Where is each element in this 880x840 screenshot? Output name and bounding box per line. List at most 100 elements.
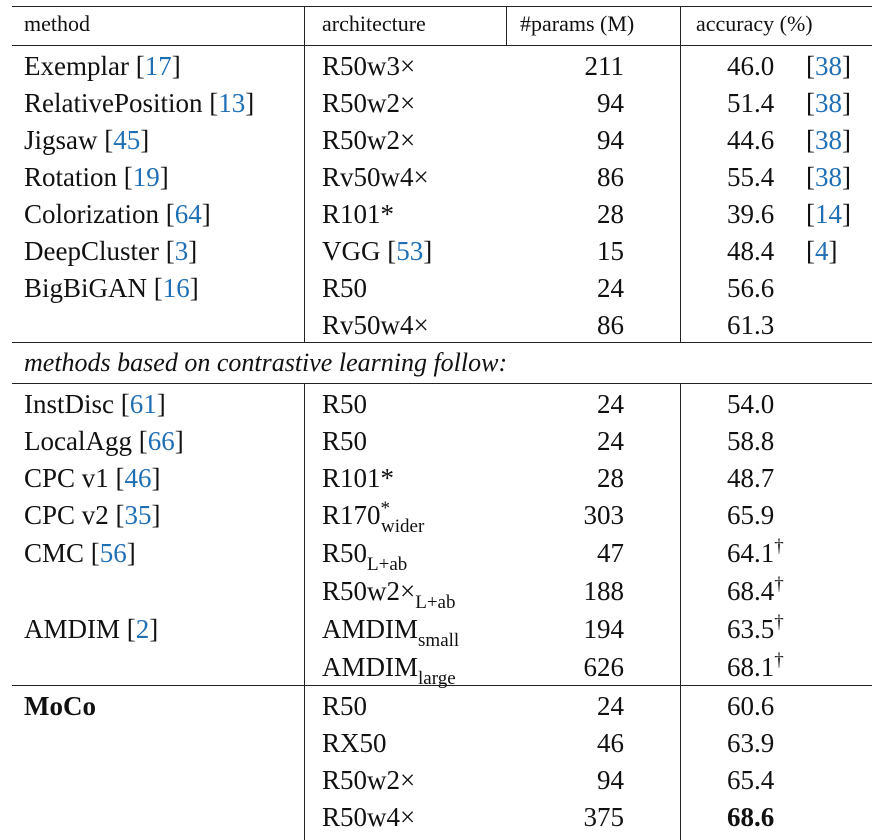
method-cell: RelativePosition [13] xyxy=(24,88,255,118)
architecture-cell: R50L+ab xyxy=(322,538,407,575)
method-cell: Rotation [19] xyxy=(24,162,169,192)
method-citation: 19 xyxy=(132,162,160,192)
method-name: BigBiGAN xyxy=(24,273,148,303)
accuracy-value: 65.4 xyxy=(727,765,775,795)
method-name: LocalAgg xyxy=(24,426,132,456)
method-citation: 16 xyxy=(162,273,190,303)
accuracy-cell: 65.9 xyxy=(727,502,774,529)
architecture-name: R50w4× xyxy=(322,802,416,832)
accuracy-value: 51.4 xyxy=(727,88,775,118)
method-citation: 45 xyxy=(113,125,141,155)
accuracy-cell: 56.6 xyxy=(727,275,774,302)
params-cell: 28 xyxy=(597,463,624,493)
params-cell: 28 xyxy=(597,199,624,229)
method-citation: 13 xyxy=(218,88,246,118)
params-cell: 626 xyxy=(583,652,625,682)
accuracy-value: 46.0 xyxy=(727,51,775,81)
architecture-name: R50 xyxy=(322,538,368,568)
method-cell: AMDIM [2] xyxy=(24,614,159,644)
method-name: CPC v2 xyxy=(24,500,109,530)
architecture-subscript: small xyxy=(418,630,460,651)
method-cell: InstDisc [61] xyxy=(24,389,166,419)
architecture-name: AMDIM xyxy=(322,614,419,644)
method-cell: CPC v2 [35] xyxy=(24,500,161,530)
method-name: DeepCluster xyxy=(24,236,159,266)
architecture-name: Rv50w4× xyxy=(322,310,429,340)
params-cell: 94 xyxy=(597,765,624,795)
section-rule-1 xyxy=(12,342,872,343)
accuracy-cell: 64.1† xyxy=(727,537,784,568)
method-cell: Exemplar [17] xyxy=(24,51,181,81)
architecture-cell: R50 xyxy=(322,693,367,720)
params-cell: 188 xyxy=(583,576,625,606)
params-cell: 24 xyxy=(597,273,624,303)
method-citation: 35 xyxy=(124,500,152,530)
accuracy-dagger: † xyxy=(774,536,784,557)
method-cell: CMC [56] xyxy=(24,538,136,568)
method-name: CMC xyxy=(24,538,85,568)
params-cell: 24 xyxy=(597,691,624,721)
method-cell: BigBiGAN [16] xyxy=(24,273,199,303)
accuracy-value: 63.9 xyxy=(727,728,775,758)
accuracy-citation-cell: [4] xyxy=(806,236,838,266)
header-architecture: architecture xyxy=(322,11,426,36)
accuracy-citation: 38 xyxy=(815,162,842,192)
method-citation: 17 xyxy=(144,51,172,81)
accuracy-value: 58.8 xyxy=(727,426,775,456)
accuracy-value: 48.7 xyxy=(727,463,775,493)
method-citation: 56 xyxy=(99,538,127,568)
accuracy-cell: 60.6 xyxy=(727,693,774,720)
architecture-name: R50 xyxy=(322,426,368,456)
architecture-cell: R50w2×L+ab xyxy=(322,578,456,613)
top-rule xyxy=(12,6,872,7)
accuracy-value: 61.3 xyxy=(727,310,775,340)
method-cell: DeepCluster [3] xyxy=(24,236,198,266)
accuracy-cell: 65.4 xyxy=(727,767,774,794)
architecture-cell: R50w2× xyxy=(322,127,415,154)
accuracy-cell: 48.7 xyxy=(727,465,774,492)
method-name: InstDisc xyxy=(24,389,114,419)
col-sep-3 xyxy=(680,6,681,342)
params-cell: 194 xyxy=(583,614,625,644)
architecture-cell: R50w2× xyxy=(322,767,415,794)
architecture-cell: Rv50w4× xyxy=(322,312,429,339)
method-name: CPC v1 xyxy=(24,463,109,493)
architecture-cell: R50w3× xyxy=(322,53,415,80)
accuracy-dagger: † xyxy=(774,574,784,595)
accuracy-cell: 63.9 xyxy=(727,730,774,757)
architecture-cell: AMDIMsmall xyxy=(322,614,459,651)
accuracy-dagger: † xyxy=(774,612,784,633)
accuracy-value: 56.6 xyxy=(727,273,775,303)
architecture-citation: 53 xyxy=(396,236,424,266)
accuracy-cell: 58.8 xyxy=(727,428,774,455)
architecture-cell: R50 xyxy=(322,391,367,418)
method-name: AMDIM xyxy=(24,614,121,644)
architecture-name: R101* xyxy=(322,199,395,229)
architecture-cell: R101* xyxy=(322,201,394,228)
accuracy-cell: 44.6 xyxy=(727,127,774,154)
accuracy-value: 68.1 xyxy=(727,652,775,682)
accuracy-cell: 46.0 xyxy=(727,53,774,80)
architecture-name: R50w2× xyxy=(322,125,416,155)
accuracy-value: 65.9 xyxy=(727,500,775,530)
architecture-name: R50w2× xyxy=(322,765,416,795)
architecture-name: R170 xyxy=(322,500,381,530)
architecture-name: Rv50w4× xyxy=(322,162,429,192)
architecture-subscript: L+ab xyxy=(367,554,408,575)
accuracy-value: 68.4 xyxy=(727,576,775,606)
architecture-cell: R50 xyxy=(322,275,367,302)
method-citation: 2 xyxy=(135,614,150,644)
accuracy-cell: 63.5† xyxy=(727,613,784,644)
params-cell: 46 xyxy=(597,728,624,758)
params-cell: 24 xyxy=(597,389,624,419)
accuracy-cell: 61.3 xyxy=(727,312,774,339)
accuracy-value: 64.1 xyxy=(727,538,775,568)
accuracy-value: 63.5 xyxy=(727,614,775,644)
header-accuracy: accuracy (%) xyxy=(696,11,813,36)
accuracy-cell: 54.0 xyxy=(727,391,774,418)
architecture-name: RX50 xyxy=(322,728,387,758)
params-cell: 47 xyxy=(597,538,624,568)
architecture-name: R50 xyxy=(322,389,368,419)
col-sep-1 xyxy=(304,6,305,342)
method-citation: 64 xyxy=(174,199,202,229)
